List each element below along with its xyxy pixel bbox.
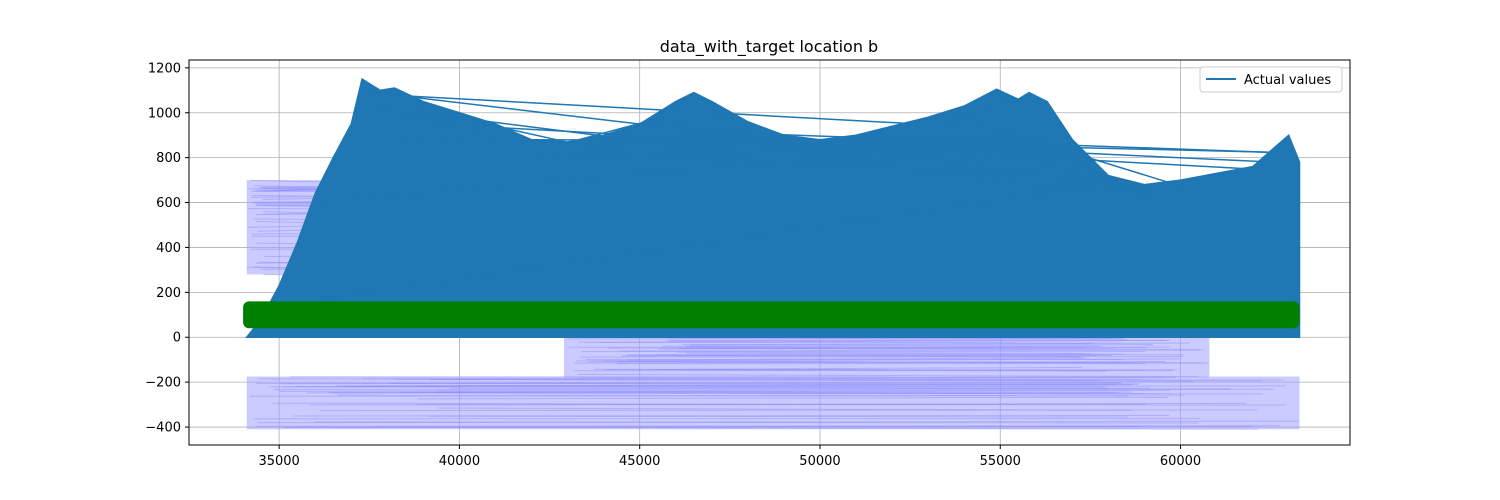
shaded-band-streak bbox=[678, 345, 1101, 349]
shaded-band-streak bbox=[578, 339, 1170, 343]
actual-values-segment bbox=[672, 123, 823, 153]
shaded-band-streak bbox=[667, 339, 1128, 342]
y-tick-label: 400 bbox=[156, 241, 181, 256]
target-band bbox=[243, 301, 1300, 329]
shaded-band-streak bbox=[337, 394, 1185, 397]
shaded-band-streak bbox=[659, 347, 1087, 350]
shaded-band-streak bbox=[279, 388, 1274, 392]
actual-values-segment bbox=[340, 122, 376, 159]
x-axis-ticks: 35000 40000 45000 50000 55000 60000 bbox=[258, 445, 1201, 469]
plot-frame bbox=[188, 59, 1351, 446]
shaded-band-streak bbox=[258, 378, 1284, 381]
shaded-band-streak bbox=[429, 379, 1099, 382]
shaded-band-streak bbox=[281, 382, 1122, 385]
actual-values-area bbox=[245, 77, 1301, 338]
x-tick-label: 60000 bbox=[1160, 454, 1201, 469]
y-tick-label: 800 bbox=[156, 151, 181, 166]
actual-values-segment bbox=[817, 155, 1109, 196]
shaded-band-streak bbox=[253, 185, 325, 188]
actual-values-segment bbox=[354, 138, 943, 142]
shaded-band-streak bbox=[594, 368, 1107, 372]
y-tick-label: 200 bbox=[156, 286, 181, 301]
shaded-band-streak bbox=[437, 407, 1132, 411]
shaded-band-streak bbox=[254, 187, 322, 190]
target-band-fill bbox=[243, 301, 1300, 329]
y-tick-label: 1000 bbox=[148, 106, 181, 121]
shaded-band-streak bbox=[575, 358, 1180, 362]
x-tick-label: 45000 bbox=[619, 454, 660, 469]
y-tick-label: 1200 bbox=[148, 61, 181, 76]
actual-values-segment bbox=[897, 97, 1007, 153]
actual-values-line bbox=[245, 77, 1301, 338]
actual-values-segment bbox=[503, 135, 506, 138]
actual-values-segment bbox=[372, 108, 481, 132]
actual-values-segment bbox=[414, 107, 609, 153]
actual-values-segment bbox=[624, 136, 1272, 153]
y-tick-label: 600 bbox=[156, 196, 181, 211]
shaded-band-streak bbox=[282, 385, 1286, 388]
shaded-band-streak bbox=[328, 389, 1171, 393]
shaded-band-streak bbox=[309, 402, 1247, 406]
legend-box bbox=[1199, 66, 1343, 93]
actual-values-segment bbox=[844, 139, 929, 145]
actual-values-segment bbox=[951, 114, 1184, 188]
shaded-band-streak bbox=[256, 425, 1280, 427]
actual-values-segment bbox=[826, 142, 1173, 196]
shaded-band-streak bbox=[588, 361, 1134, 364]
legend-label-actual-values: Actual values bbox=[1244, 73, 1331, 88]
actual-values-segment bbox=[317, 147, 916, 204]
actual-values-segment bbox=[735, 132, 1284, 154]
shaded-band-streak bbox=[577, 373, 1199, 378]
y-tick-label: −400 bbox=[145, 421, 181, 436]
actual-values-segment bbox=[711, 109, 754, 132]
shaded-band-streak bbox=[626, 357, 1086, 361]
shaded-band-streak bbox=[306, 392, 1150, 395]
shaded-band-streak bbox=[273, 388, 1230, 391]
shaded-band-streak bbox=[293, 414, 1169, 417]
y-axis-ticks: −400 −200 0 200 400 600 800 1000 1200 bbox=[145, 61, 189, 436]
shaded-band-streak bbox=[427, 415, 1129, 418]
y-tick-label: −200 bbox=[145, 376, 181, 391]
chart-title: data_with_target location b bbox=[660, 37, 878, 57]
shaded-band-streak bbox=[295, 426, 1259, 430]
x-tick-label: 55000 bbox=[980, 454, 1021, 469]
shaded-band-streak bbox=[657, 353, 1124, 356]
x-tick-label: 50000 bbox=[799, 454, 840, 469]
y-tick-label: 0 bbox=[173, 331, 181, 346]
actual-values-segment bbox=[268, 180, 1124, 308]
shaded-band-streak bbox=[662, 344, 1153, 347]
actual-values-segment bbox=[836, 134, 1047, 152]
shaded-band-streak bbox=[257, 420, 1300, 424]
shaded-band-streak bbox=[417, 396, 1168, 400]
x-tick-label: 35000 bbox=[258, 454, 299, 469]
shaded-band-streak bbox=[689, 342, 1190, 346]
actual-values-segment bbox=[411, 95, 912, 125]
x-tick-label: 40000 bbox=[439, 454, 480, 469]
shaded-band-streak bbox=[676, 351, 1091, 354]
legend: Actual values bbox=[1199, 66, 1343, 93]
actual-values-segment bbox=[536, 141, 959, 157]
shaded-band-streak bbox=[345, 384, 1132, 387]
shaded-band-streak bbox=[250, 179, 326, 183]
